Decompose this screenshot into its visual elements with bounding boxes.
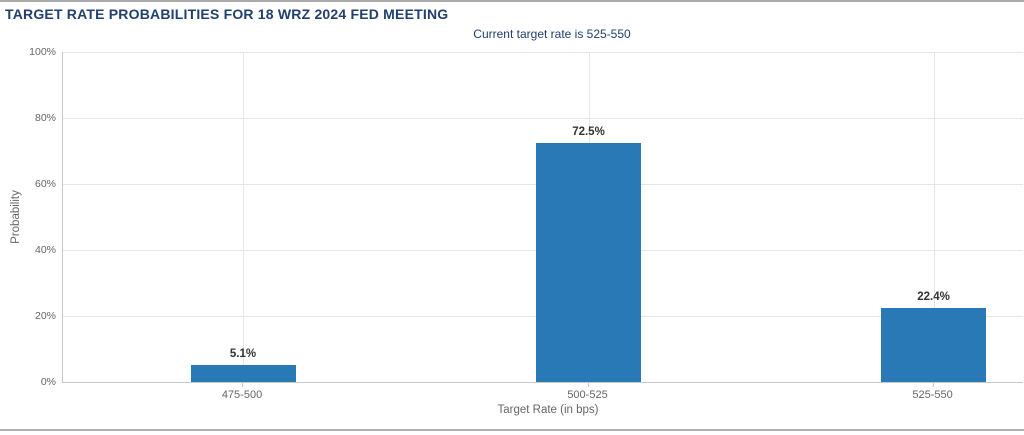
chart-title: TARGET RATE PROBABILITIES FOR 18 WRZ 202… [5, 6, 449, 22]
x-gridline [933, 52, 935, 382]
plot-area: 5.1% 72.5% 22.4% [62, 52, 1023, 383]
y-tick-label: 100% [29, 46, 56, 58]
bar-value-label: 5.1% [229, 348, 257, 361]
y-axis-title: Probability [10, 190, 22, 244]
x-tick-mark [932, 383, 934, 387]
bar-500-525[interactable] [536, 142, 641, 382]
top-border [0, 0, 1024, 2]
bar-525-550[interactable] [881, 308, 987, 382]
bar-475-500[interactable] [190, 365, 296, 382]
x-gridline [243, 52, 244, 382]
bottom-border [0, 429, 1024, 431]
x-category-label: 525-550 [912, 389, 953, 401]
y-tick-label: 0% [40, 376, 56, 388]
x-tick-mark [587, 383, 589, 387]
x-axis-title: Target Rate (in bps) [497, 404, 599, 416]
y-tick-label: 40% [34, 244, 56, 256]
x-category-label: 500-525 [567, 389, 608, 401]
y-gridline [63, 52, 1023, 53]
chart-subtitle: Current target rate is 525-550 [473, 27, 631, 41]
bar-value-label: 72.5% [572, 125, 605, 138]
y-tick-label: 80% [34, 112, 56, 124]
y-tick-label: 60% [34, 178, 56, 190]
x-category-label: 475-500 [221, 389, 263, 401]
x-tick-mark [242, 383, 243, 387]
y-gridline [63, 118, 1023, 119]
y-tick-label: 20% [34, 310, 56, 322]
bar-value-label: 22.4% [917, 291, 950, 304]
